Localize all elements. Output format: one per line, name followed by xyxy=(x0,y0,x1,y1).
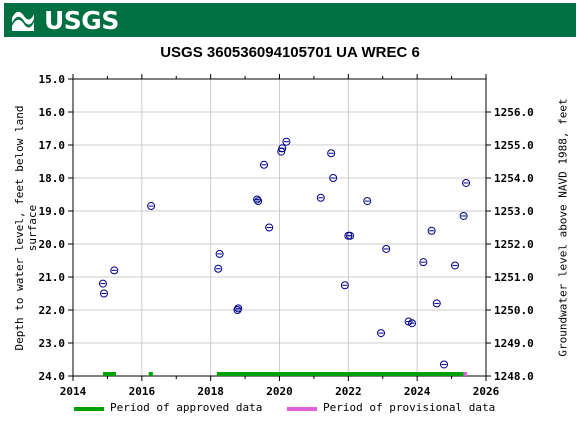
y-right-tick-label: 1252.0 xyxy=(494,238,534,251)
data-point xyxy=(234,304,243,313)
usgs-logo-text: USGS xyxy=(44,6,119,35)
y-left-tick-label: 24.0 xyxy=(39,370,66,383)
data-point xyxy=(282,137,291,146)
y-left-tick-label: 21.0 xyxy=(39,271,66,284)
data-point xyxy=(329,174,338,182)
y-left-tick-label: 16.0 xyxy=(39,106,66,119)
y-left-tick-label: 20.0 xyxy=(39,238,66,251)
data-point xyxy=(215,249,224,258)
period-bar-approved xyxy=(216,372,464,376)
x-tick-label: 2024 xyxy=(404,385,431,398)
chart-title: USGS 360536094105701 UA WREC 6 xyxy=(160,44,420,61)
usgs-banner-bar xyxy=(4,3,576,37)
y-right-tick-label: 1250.0 xyxy=(494,304,534,317)
y-left-tick-label: 23.0 xyxy=(39,337,66,350)
data-point xyxy=(432,299,441,308)
data-point xyxy=(147,202,156,211)
data-point xyxy=(99,289,108,298)
legend-swatch-provisional xyxy=(287,407,317,411)
data-point xyxy=(462,178,471,187)
x-tick-label: 2014 xyxy=(60,385,87,398)
y-right-tick-label: 1251.0 xyxy=(494,271,534,284)
y-axis-right-label: Groundwater level above NAVD 1988, feet xyxy=(556,97,570,357)
y-right-tick-label: 1248.0 xyxy=(494,370,534,383)
legend-swatch-approved xyxy=(74,407,104,411)
y-right-tick-label: 1253.0 xyxy=(494,205,534,218)
data-point xyxy=(260,160,269,169)
data-point xyxy=(408,319,417,328)
x-tick-label: 2018 xyxy=(197,385,224,398)
data-point xyxy=(327,149,336,158)
x-tick-label: 2026 xyxy=(473,385,500,398)
y-left-tick-label: 22.0 xyxy=(39,304,66,317)
y-axis-left-label: Depth to water level, feet below land su… xyxy=(13,78,39,378)
y-right-tick-label: 1249.0 xyxy=(494,337,534,350)
data-point xyxy=(440,360,449,369)
x-tick-label: 2016 xyxy=(129,385,156,398)
y-left-tick-label: 17.0 xyxy=(39,139,66,152)
x-tick-label: 2020 xyxy=(266,385,293,398)
y-left-tick-label: 15.0 xyxy=(39,73,66,86)
x-tick-label: 2022 xyxy=(335,385,362,398)
data-point xyxy=(427,226,436,235)
period-bar-provisional xyxy=(463,372,468,376)
y-axis-left-label-line1: Depth to water level, feet below land xyxy=(13,104,26,351)
data-point xyxy=(419,258,428,267)
data-point xyxy=(316,193,325,202)
period-bar-approved xyxy=(148,372,153,376)
legend-label-provisional: Period of provisional data xyxy=(323,401,496,414)
data-point xyxy=(340,281,349,290)
data-point xyxy=(459,211,468,220)
data-point xyxy=(377,329,386,338)
data-point xyxy=(382,244,391,253)
data-point xyxy=(346,231,355,240)
data-point xyxy=(253,195,262,204)
y-right-tick-label: 1255.0 xyxy=(494,139,534,152)
data-point xyxy=(98,279,107,288)
period-bar-approved xyxy=(102,372,117,376)
usgs-wave-icon xyxy=(12,11,34,31)
y-axis-left-label-line2: surface xyxy=(26,204,39,251)
usgs-banner: USGS xyxy=(0,0,580,40)
data-point xyxy=(363,197,372,206)
y-left-tick-label: 19.0 xyxy=(39,205,66,218)
data-point xyxy=(451,261,460,270)
data-point xyxy=(110,266,119,275)
data-point xyxy=(214,264,223,273)
legend-label-approved: Period of approved data xyxy=(110,401,263,414)
y-right-tick-label: 1254.0 xyxy=(494,172,534,185)
data-point xyxy=(254,197,263,206)
data-point xyxy=(265,223,274,232)
y-right-tick-label: 1256.0 xyxy=(494,106,534,119)
data-point xyxy=(278,144,287,153)
y-left-tick-label: 18.0 xyxy=(39,172,66,185)
